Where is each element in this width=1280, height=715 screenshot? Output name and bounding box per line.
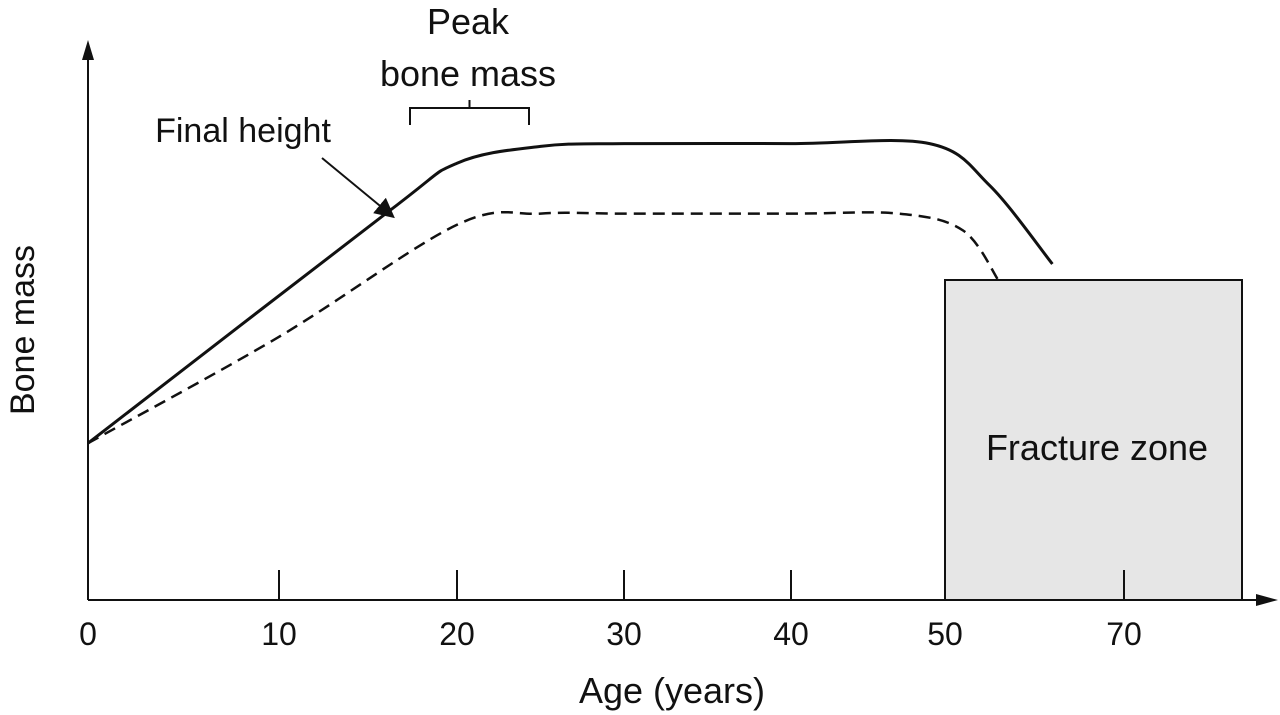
x-tick-label: 30 bbox=[606, 616, 642, 652]
annotation-final-height: Final height bbox=[155, 112, 395, 219]
x-tick-label: 70 bbox=[1106, 616, 1142, 652]
series-dashed-line bbox=[87, 210, 1000, 445]
final-height-label: Final height bbox=[155, 112, 331, 150]
x-ticks: 0 10 20 30 40 50 70 bbox=[79, 570, 1142, 652]
x-axis-arrow-icon bbox=[1256, 594, 1278, 606]
x-tick-label: 50 bbox=[927, 616, 963, 652]
fracture-zone-label: Fracture zone bbox=[986, 427, 1208, 468]
x-tick-label: 10 bbox=[261, 616, 297, 652]
fracture-zone: Fracture zone bbox=[944, 279, 1243, 601]
axes bbox=[82, 40, 1278, 606]
series bbox=[87, 138, 1054, 445]
x-axis-label: Age (years) bbox=[579, 670, 765, 711]
peak-label-line2: bone mass bbox=[380, 53, 556, 94]
y-axis-label: Bone mass bbox=[4, 245, 42, 415]
final-height-arrow-icon bbox=[321, 157, 395, 219]
fracture-zone-box bbox=[944, 279, 1243, 601]
annotation-peak-bone-mass: Peak bone mass bbox=[380, 1, 556, 125]
y-axis-arrow-icon bbox=[82, 40, 94, 60]
x-tick-label: 0 bbox=[79, 616, 97, 652]
peak-bracket bbox=[409, 100, 530, 125]
x-tick-label: 40 bbox=[773, 616, 809, 652]
series-solid-line bbox=[87, 138, 1054, 445]
x-tick-label: 20 bbox=[439, 616, 475, 652]
peak-label-line1: Peak bbox=[427, 1, 510, 42]
